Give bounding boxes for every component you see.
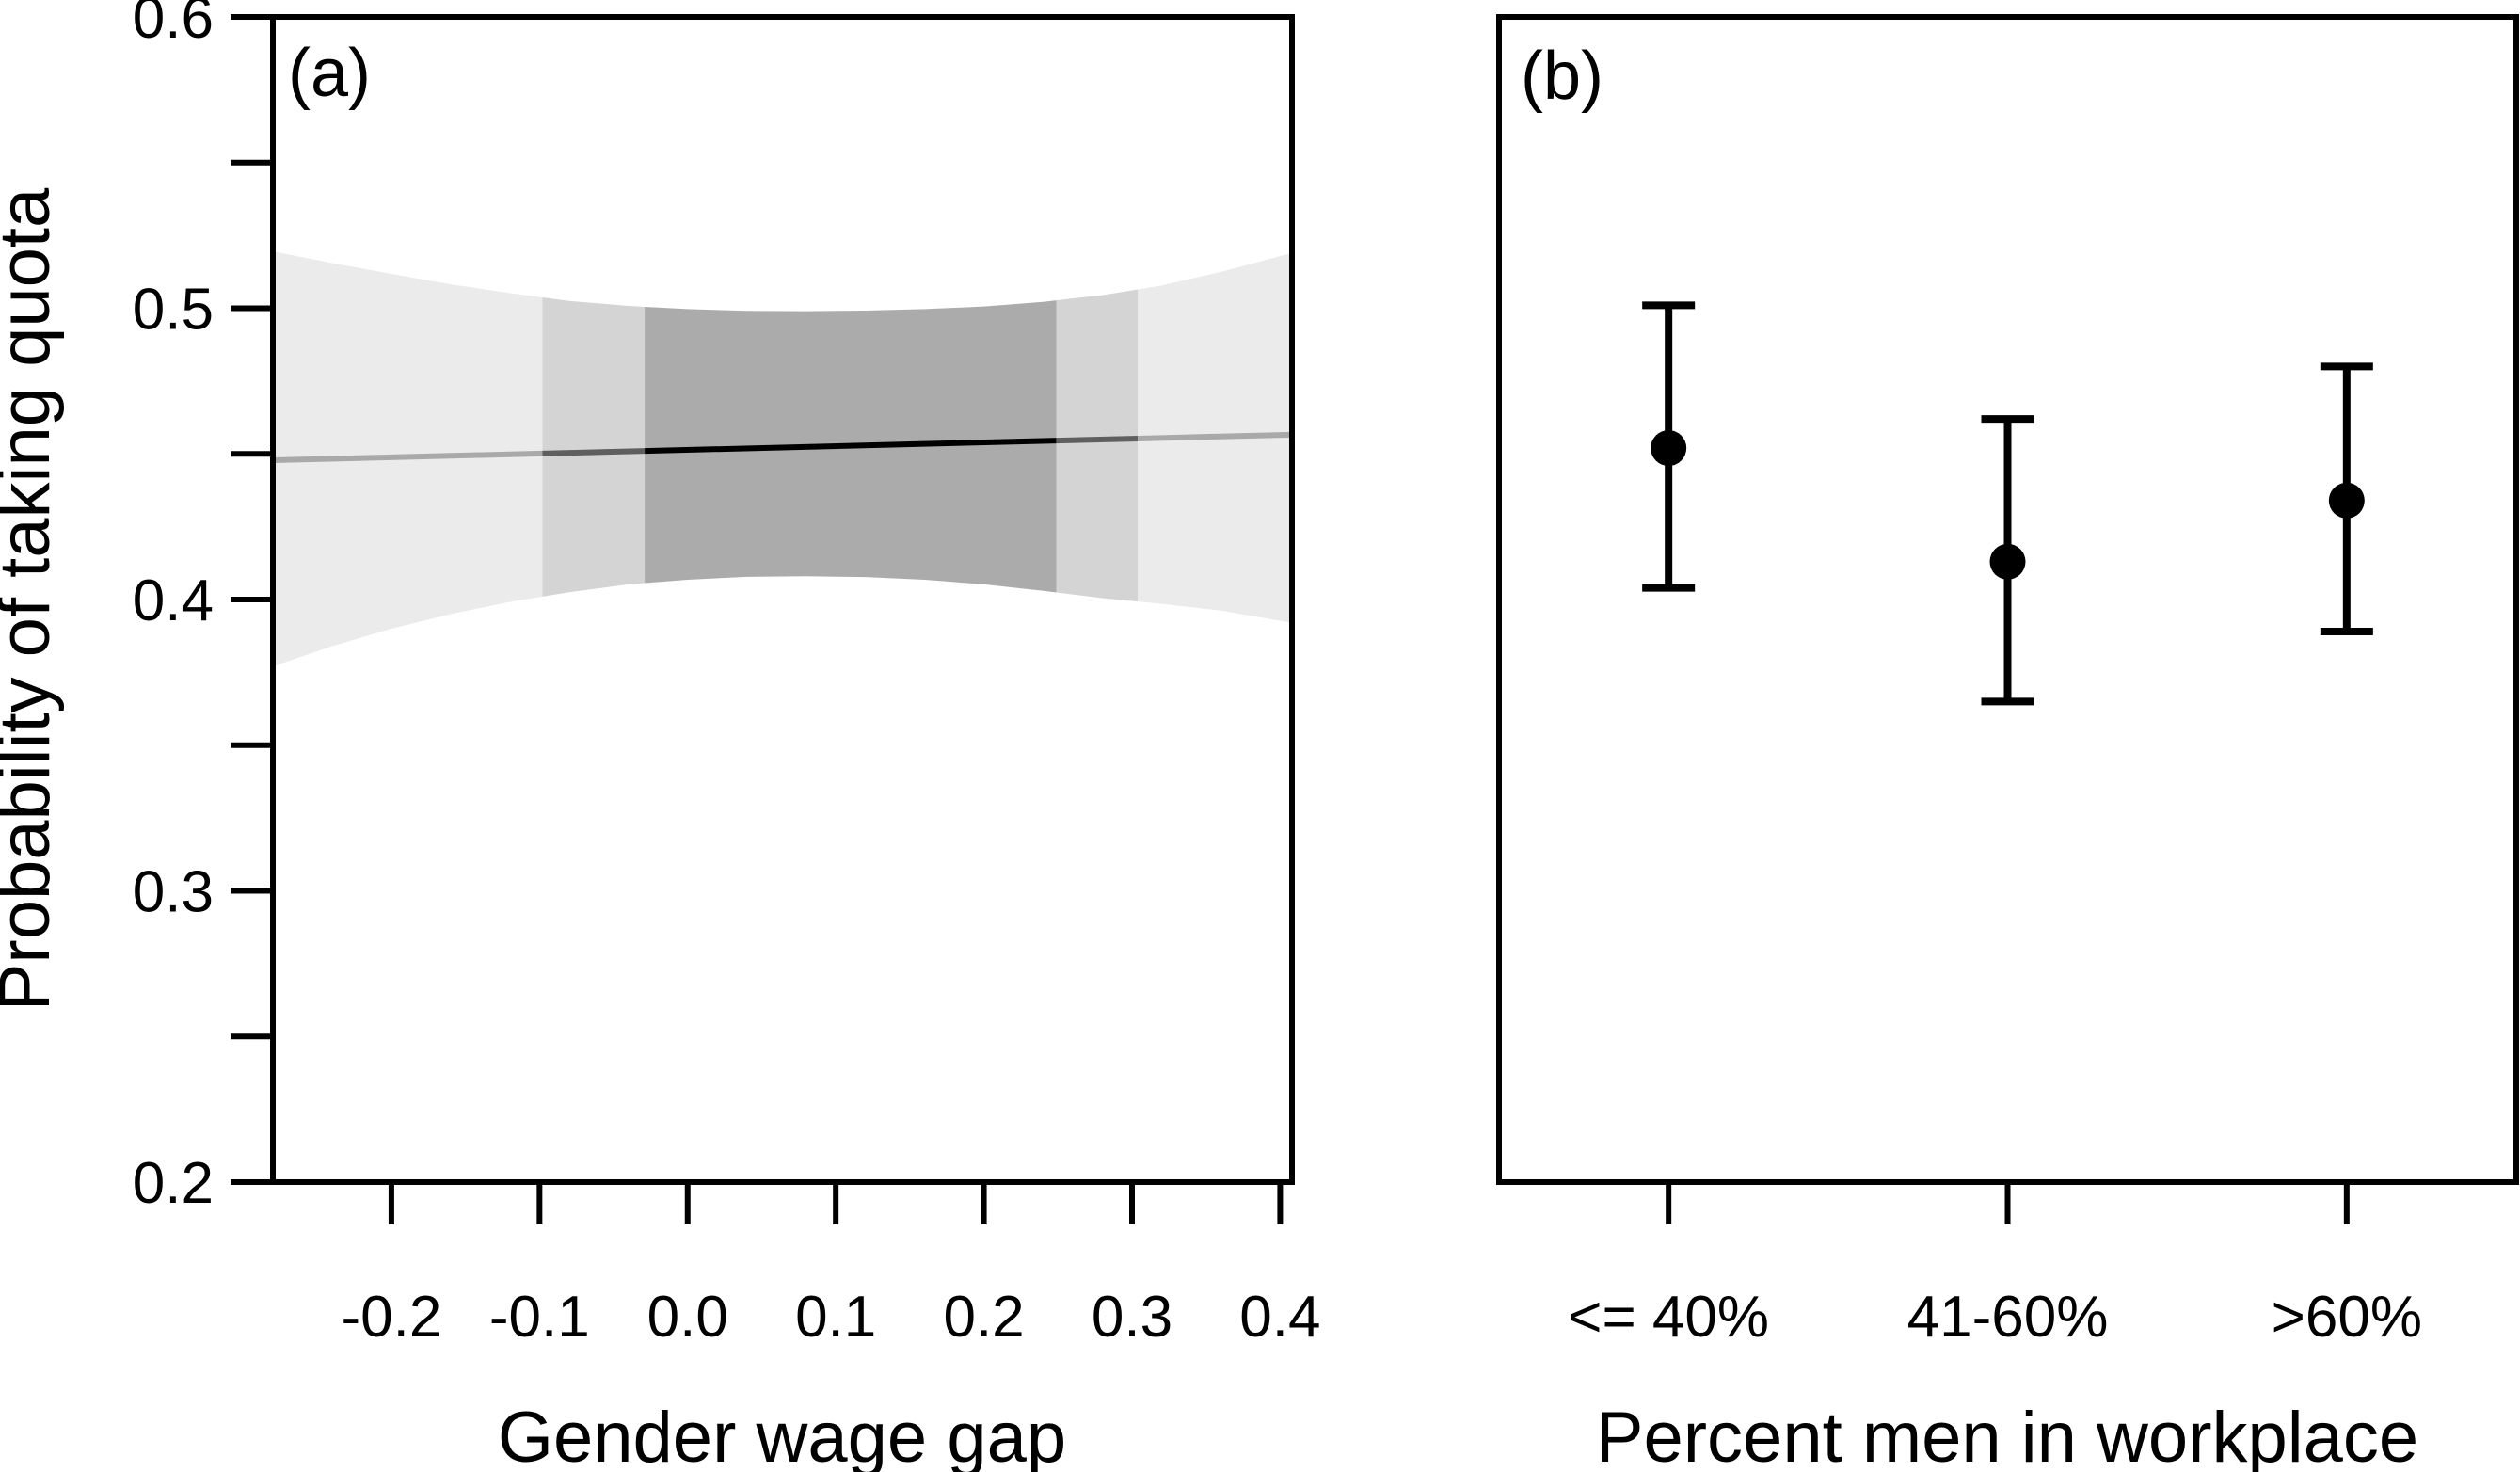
y-axis-tick-label: 0.6: [133, 0, 214, 51]
point-estimate: [2328, 482, 2365, 519]
point-estimate: [1989, 543, 2026, 580]
category-tick-label: <= 40%: [1568, 1285, 1769, 1350]
panel-b-label: (b): [1521, 39, 1603, 114]
fit-line-segment: [542, 448, 646, 456]
x-axis-tick-label: 0.1: [795, 1285, 876, 1350]
x-axis-tick-label: -0.2: [342, 1285, 442, 1350]
fit-line-segment: [272, 450, 543, 464]
y-axis-tick-label: 0.5: [133, 278, 214, 343]
panel-b-plot: <= 40% 41-60% >60%: [1496, 14, 2519, 1350]
x-axis-title-panel-b: Percent men in workplace: [1596, 1398, 2418, 1472]
x-axis-title-panel-a: Gender wage gap: [498, 1398, 1066, 1472]
confidence-band-segment: [542, 297, 646, 597]
x-axis-tick-label: 0.3: [1092, 1285, 1172, 1350]
fit-line-segment: [1138, 431, 1293, 441]
x-axis-tick-label: 0.2: [943, 1285, 1024, 1350]
x-axis-tick-label: 0.0: [647, 1285, 728, 1350]
panel-a-label: (a): [288, 36, 371, 111]
category-tick-label: 41-60%: [1907, 1285, 2109, 1350]
y-axis-tick-label: 0.3: [133, 860, 214, 925]
x-axis-tick-label: 0.4: [1239, 1285, 1320, 1350]
fit-line-segment: [645, 438, 1057, 455]
panel-a-plot: 0.6 0.5 0.4 0.3 0.2 -0.2 -0.1 0.0 0.1 0.2 0.3 0.4: [133, 0, 1321, 1350]
y-axis-title: Probability of taking quota: [0, 187, 65, 1011]
category-tick-label: >60%: [2272, 1285, 2422, 1350]
y-axis-tick-label: 0.4: [133, 568, 214, 633]
confidence-band-segment: [1056, 289, 1139, 602]
x-axis-tick-label: -0.1: [489, 1285, 590, 1350]
y-axis-tick-label: 0.2: [133, 1151, 214, 1216]
fit-line-segment: [1056, 435, 1139, 444]
point-estimate: [1651, 430, 1687, 467]
